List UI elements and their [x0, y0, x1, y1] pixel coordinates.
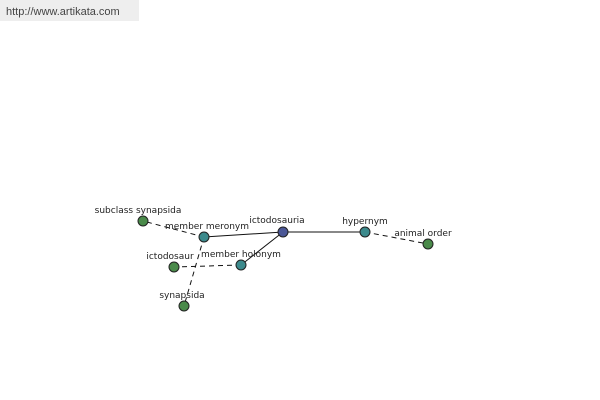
node — [235, 259, 247, 271]
node-label: subclass synapsida — [95, 206, 182, 216]
node — [168, 261, 180, 273]
node-label: ictodosauria — [249, 216, 304, 226]
edge — [240, 231, 284, 266]
node-label: hypernym — [342, 217, 388, 227]
edge — [183, 236, 205, 307]
node — [198, 231, 210, 243]
edge — [364, 231, 429, 245]
edge — [142, 220, 205, 238]
node-label: animal order — [394, 229, 452, 239]
node — [178, 300, 190, 312]
edge — [173, 264, 242, 268]
edge — [203, 231, 284, 238]
node-label: member meronym — [165, 222, 249, 232]
url-banner — [0, 0, 139, 21]
node-label: synapsida — [159, 291, 204, 301]
node-label: ictodosaur — [146, 252, 194, 262]
node — [277, 226, 289, 238]
node-label: member holonym — [201, 250, 281, 260]
node — [422, 238, 434, 250]
node — [359, 226, 371, 238]
node — [137, 215, 149, 227]
edges — [142, 220, 429, 307]
url-text: http://www.artikata.com — [6, 6, 120, 18]
